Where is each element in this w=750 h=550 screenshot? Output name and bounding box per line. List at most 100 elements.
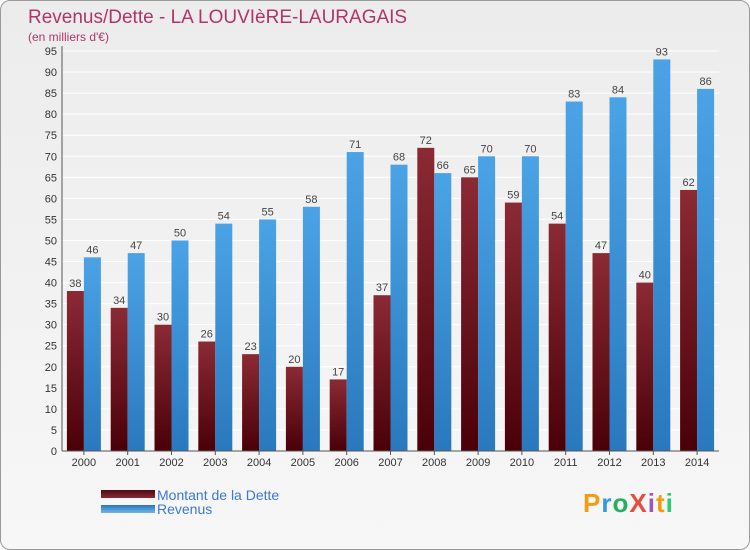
y-tick-label: 40 — [45, 278, 57, 290]
bar-dette — [592, 253, 610, 451]
y-tick-label: 5 — [51, 425, 57, 437]
logo-letter: r — [601, 488, 613, 518]
logo-letter: o — [612, 488, 630, 518]
value-label-dette: 62 — [682, 177, 694, 189]
x-tick-label: 2000 — [72, 457, 96, 469]
bar-dette — [66, 291, 84, 451]
value-label-revenus: 93 — [656, 46, 668, 58]
value-label-dette: 34 — [113, 295, 125, 307]
y-tick-label: 60 — [45, 193, 57, 205]
x-tick-label: 2005 — [291, 457, 315, 469]
y-tick-label: 90 — [45, 67, 57, 79]
value-label-revenus: 68 — [393, 152, 405, 164]
x-tick-label: 2012 — [597, 457, 621, 469]
y-tick-label: 65 — [45, 172, 57, 184]
bar-dette — [198, 341, 216, 451]
y-tick-label: 95 — [45, 46, 57, 58]
bar-dette — [154, 324, 172, 451]
bar-revenus — [302, 206, 320, 451]
value-label-revenus: 54 — [218, 211, 230, 223]
value-label-dette: 65 — [463, 164, 475, 176]
x-tick-label: 2002 — [159, 457, 183, 469]
value-label-revenus: 46 — [86, 244, 98, 256]
value-label-revenus: 86 — [699, 76, 711, 88]
value-label-revenus: 71 — [349, 139, 361, 151]
bar-dette — [373, 295, 391, 451]
y-tick-label: 50 — [45, 235, 57, 247]
x-tick-label: 2014 — [685, 457, 709, 469]
x-tick-label: 2008 — [422, 457, 446, 469]
bar-revenus — [478, 156, 496, 451]
legend-swatch-revenus — [101, 505, 155, 513]
value-label-dette: 30 — [157, 312, 169, 324]
value-label-dette: 37 — [376, 282, 388, 294]
bar-dette — [680, 189, 698, 451]
value-label-revenus: 83 — [568, 89, 580, 101]
y-tick-label: 75 — [45, 130, 57, 142]
x-tick-label: 2009 — [466, 457, 490, 469]
logo-letter: P — [583, 488, 602, 518]
logo-letter: X — [629, 488, 648, 518]
value-label-dette: 23 — [244, 341, 256, 353]
bar-revenus — [259, 219, 277, 451]
x-tick-label: 2010 — [510, 457, 534, 469]
bar-dette — [329, 379, 347, 451]
bar-revenus — [653, 59, 671, 451]
y-tick-label: 70 — [45, 151, 57, 163]
bar-revenus — [346, 152, 364, 452]
bar-revenus — [609, 97, 627, 451]
value-labels: 38 46 34 47 30 50 26 54 23 55 20 58 17 71 37 68 72 66 65 70… — [69, 46, 711, 378]
x-tick-label: 2013 — [641, 457, 665, 469]
value-label-revenus: 47 — [130, 240, 142, 252]
value-label-revenus: 58 — [305, 194, 317, 206]
bar-revenus — [215, 223, 233, 451]
value-label-revenus: 66 — [437, 160, 449, 172]
value-label-dette: 59 — [507, 190, 519, 202]
bar-dette — [110, 307, 128, 451]
bar-revenus — [565, 101, 583, 452]
chart-title: Revenus/Dette - LA LOUVIèRE-LAURAGAIS — [28, 7, 408, 28]
value-label-dette: 20 — [288, 354, 300, 366]
value-label-dette: 54 — [551, 211, 563, 223]
chart-subtitle: (en milliers d'€) — [28, 30, 109, 44]
y-tick-label: 80 — [45, 109, 57, 121]
legend-label-dette: Montant de la Dette — [157, 487, 280, 503]
x-tick-label: 2011 — [554, 457, 578, 469]
bar-revenus — [434, 173, 452, 451]
logo-letter: i — [665, 488, 674, 518]
x-tick-label: 2006 — [334, 457, 358, 469]
y-tick-label: 85 — [45, 88, 57, 100]
x-tick-label: 2004 — [247, 457, 271, 469]
proxiti-logo: ProXiti — [583, 488, 674, 519]
y-tick-label: 55 — [45, 214, 57, 226]
bars — [66, 59, 715, 452]
x-axis-ticks: 2000 2001 2002 2003 2004 2005 2006 2007 2008 2009… — [72, 451, 709, 469]
bar-dette — [636, 282, 654, 451]
value-label-dette: 17 — [332, 366, 344, 378]
bar-dette — [548, 223, 566, 451]
value-label-dette: 72 — [420, 135, 432, 147]
value-label-revenus: 55 — [261, 206, 273, 218]
bar-revenus — [697, 88, 715, 451]
value-label-dette: 26 — [201, 329, 213, 341]
bar-dette — [417, 147, 435, 451]
y-tick-label: 15 — [45, 383, 57, 395]
bar-revenus — [83, 257, 101, 451]
value-label-revenus: 84 — [612, 84, 624, 96]
bar-dette — [504, 202, 522, 451]
bar-revenus — [390, 164, 408, 451]
y-axis-ticks: 0 5 10 15 20 25 30 35 40 45 50 55 60 65 70 75 80 85 90 95 — [45, 46, 57, 458]
bar-dette — [242, 354, 260, 451]
legend-label-revenus: Revenus — [157, 501, 213, 517]
value-label-dette: 40 — [639, 270, 651, 282]
bar-dette — [285, 366, 303, 451]
value-label-dette: 47 — [595, 240, 607, 252]
x-tick-label: 2007 — [378, 457, 402, 469]
y-tick-label: 45 — [45, 257, 57, 269]
value-label-dette: 38 — [69, 278, 81, 290]
logo-letter: t — [655, 488, 666, 518]
x-tick-label: 2001 — [115, 457, 139, 469]
bar-revenus — [127, 253, 145, 451]
